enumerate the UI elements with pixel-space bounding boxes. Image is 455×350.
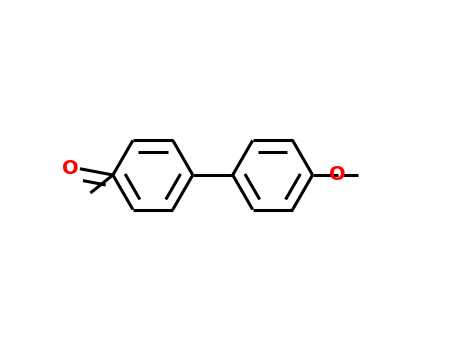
Text: O: O bbox=[329, 166, 346, 184]
Text: O: O bbox=[61, 159, 78, 178]
